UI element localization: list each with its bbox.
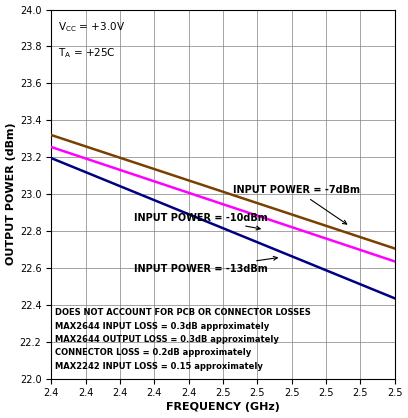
Text: INPUT POWER = -13dBm: INPUT POWER = -13dBm (134, 256, 277, 274)
Text: INPUT POWER = -10dBm: INPUT POWER = -10dBm (134, 213, 267, 230)
Text: MAX2644 INPUT LOSS = 0.3dB approximately: MAX2644 INPUT LOSS = 0.3dB approximately (55, 322, 269, 331)
Text: CONNECTOR LOSS = 0.2dB approximately: CONNECTOR LOSS = 0.2dB approximately (55, 348, 251, 357)
Y-axis label: OUTPUT POWER (dBm): OUTPUT POWER (dBm) (6, 123, 16, 265)
X-axis label: FREQUENCY (GHz): FREQUENCY (GHz) (166, 403, 280, 413)
Text: MAX2242 INPUT LOSS = 0.15 approximately: MAX2242 INPUT LOSS = 0.15 approximately (55, 362, 262, 371)
Text: INPUT POWER = -7dBm: INPUT POWER = -7dBm (233, 185, 360, 224)
Text: $\mathregular{V_{CC}}$ = +3.0V: $\mathregular{V_{CC}}$ = +3.0V (58, 20, 125, 33)
Text: $\mathregular{T_A}$ = +25C: $\mathregular{T_A}$ = +25C (58, 46, 116, 60)
Text: DOES NOT ACCOUNT FOR PCB OR CONNECTOR LOSSES: DOES NOT ACCOUNT FOR PCB OR CONNECTOR LO… (55, 308, 310, 317)
Text: MAX2644 OUTPUT LOSS = 0.3dB approximately: MAX2644 OUTPUT LOSS = 0.3dB approximatel… (55, 335, 279, 344)
